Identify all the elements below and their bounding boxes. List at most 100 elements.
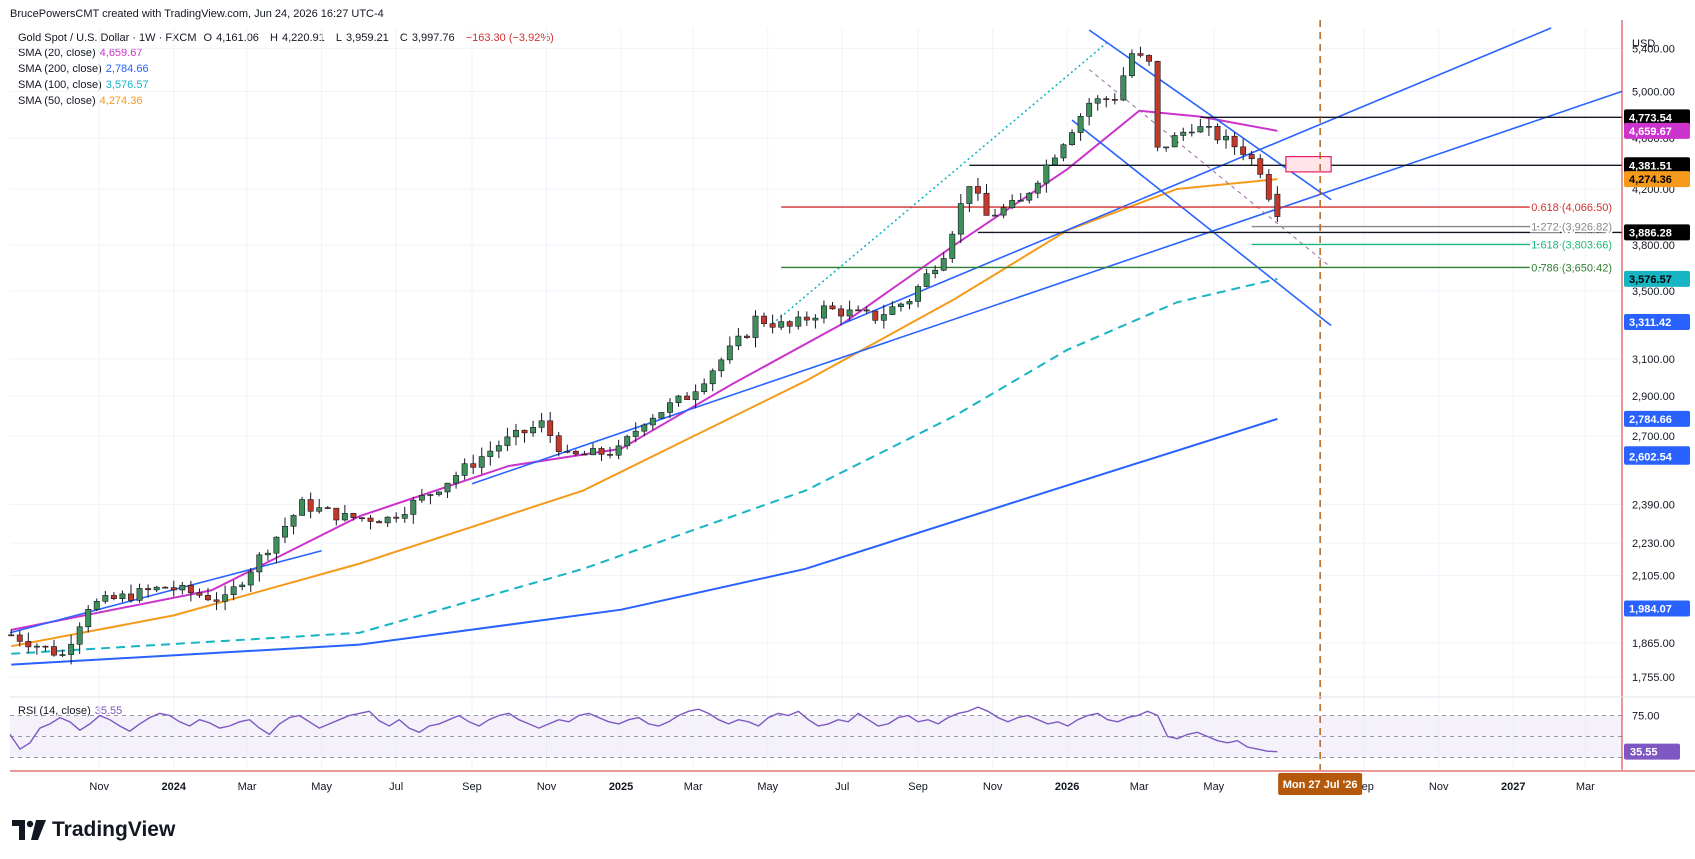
- price-level-text: 2,602.54: [1629, 452, 1673, 464]
- candle: [769, 314, 776, 334]
- ohlc-close: C 3,997.76: [399, 32, 455, 44]
- candle: [1103, 96, 1110, 108]
- candle-body: [786, 321, 793, 327]
- candle: [1086, 98, 1093, 126]
- x-tick-label: Mar: [1130, 781, 1149, 793]
- candle-body: [658, 412, 665, 419]
- candle: [923, 268, 930, 288]
- sma-line: [11, 109, 1278, 631]
- candle: [692, 384, 699, 409]
- candle-body: [1094, 98, 1101, 104]
- resistance-zone: [1285, 156, 1332, 173]
- candle: [684, 392, 691, 400]
- candle-body: [179, 584, 186, 591]
- legend-sma-50[interactable]: SMA (50, close) 4,274.36: [18, 95, 143, 107]
- legend-sma-100[interactable]: SMA (100, close) 3,576.57: [18, 79, 149, 91]
- candle: [658, 412, 665, 419]
- candle-body: [384, 516, 391, 524]
- candle: [530, 420, 537, 437]
- instrument-legend[interactable]: Gold Spot / U.S. Dollar · 1W · FXCM O 4,1…: [18, 32, 558, 44]
- dotted-projection: [772, 42, 1107, 325]
- candle-body: [521, 429, 528, 434]
- candle: [795, 310, 802, 330]
- candle: [880, 304, 887, 329]
- candle: [940, 252, 947, 272]
- candle: [538, 412, 545, 433]
- candle: [598, 446, 605, 462]
- candle-body: [880, 314, 887, 321]
- candle: [299, 496, 306, 516]
- fib-label: 1.618 (3,803.66): [1531, 239, 1612, 251]
- candle-body: [1086, 102, 1093, 117]
- candle-body: [196, 592, 203, 596]
- candle: [153, 585, 160, 593]
- candle-body: [93, 601, 100, 610]
- candle-body: [504, 436, 511, 446]
- candle: [42, 645, 49, 652]
- candle: [418, 488, 425, 503]
- legend-sma-200[interactable]: SMA (200, close) 2,784.66: [18, 63, 149, 75]
- trendline-upper: [841, 27, 1552, 325]
- candle: [1248, 150, 1255, 166]
- candle-body: [470, 463, 477, 468]
- ohlc-open: O 4,161.06: [203, 32, 259, 44]
- candle: [820, 300, 827, 324]
- candle: [478, 447, 485, 475]
- price-level-tag: 3,311.42: [1624, 313, 1690, 330]
- candle: [555, 431, 562, 457]
- candle-body: [367, 517, 374, 522]
- candle-body: [316, 507, 323, 512]
- candle: [350, 512, 357, 521]
- candle-body: [350, 513, 357, 519]
- candle: [110, 592, 117, 601]
- drawings: 0.618 (4,066.50) 1.272 (3,926.82) 1.618 (3…: [9, 20, 1623, 770]
- candle-body: [110, 595, 117, 600]
- candle: [1017, 193, 1024, 202]
- ohlc-low: L 3,959.21: [335, 32, 389, 44]
- candle: [735, 328, 742, 351]
- candle-body: [667, 402, 673, 413]
- candle: [564, 444, 571, 454]
- candle-body: [897, 303, 904, 307]
- candle-body: [590, 448, 596, 456]
- candle-body: [530, 427, 537, 434]
- candle: [324, 505, 331, 509]
- candle-body: [607, 454, 614, 456]
- candle-body: [1205, 126, 1212, 128]
- tradingview-brand[interactable]: TradingView: [12, 818, 175, 842]
- x-tick-label: Mar: [1576, 781, 1595, 793]
- candle-body: [1000, 207, 1007, 216]
- price-level-bg: [1624, 157, 1690, 174]
- candle: [8, 629, 15, 637]
- candle-body: [855, 309, 862, 312]
- candle: [333, 507, 340, 526]
- candle-body: [778, 321, 785, 328]
- x-tick-label: Sep: [462, 781, 482, 793]
- legend-sma-20[interactable]: SMA (20, close) 4,659.67: [18, 47, 143, 59]
- legend-rsi[interactable]: RSI (14, close) 35.55: [18, 705, 123, 717]
- candle-body: [761, 315, 768, 325]
- candle: [803, 311, 810, 326]
- candle-body: [25, 641, 32, 648]
- candle: [1120, 67, 1127, 102]
- candle: [453, 471, 460, 489]
- candle-body: [974, 186, 981, 194]
- price-level-text: 2,784.66: [1629, 414, 1672, 426]
- y-tick-label: 1,865.00: [1632, 638, 1675, 650]
- candle: [743, 333, 750, 339]
- candle-body: [726, 345, 733, 361]
- price-level-text: 4,659.67: [1629, 126, 1672, 138]
- x-tick-label: May: [1203, 781, 1224, 793]
- candle: [384, 516, 391, 527]
- candle: [1060, 143, 1067, 162]
- candle: [359, 517, 365, 522]
- candle-body: [487, 450, 494, 457]
- candle: [1077, 113, 1084, 141]
- x-tick-label: Nov: [983, 781, 1003, 793]
- candle: [213, 592, 220, 611]
- candle-body: [1077, 116, 1084, 133]
- candle: [170, 580, 177, 597]
- candle: [247, 567, 254, 592]
- grid: [10, 28, 1622, 768]
